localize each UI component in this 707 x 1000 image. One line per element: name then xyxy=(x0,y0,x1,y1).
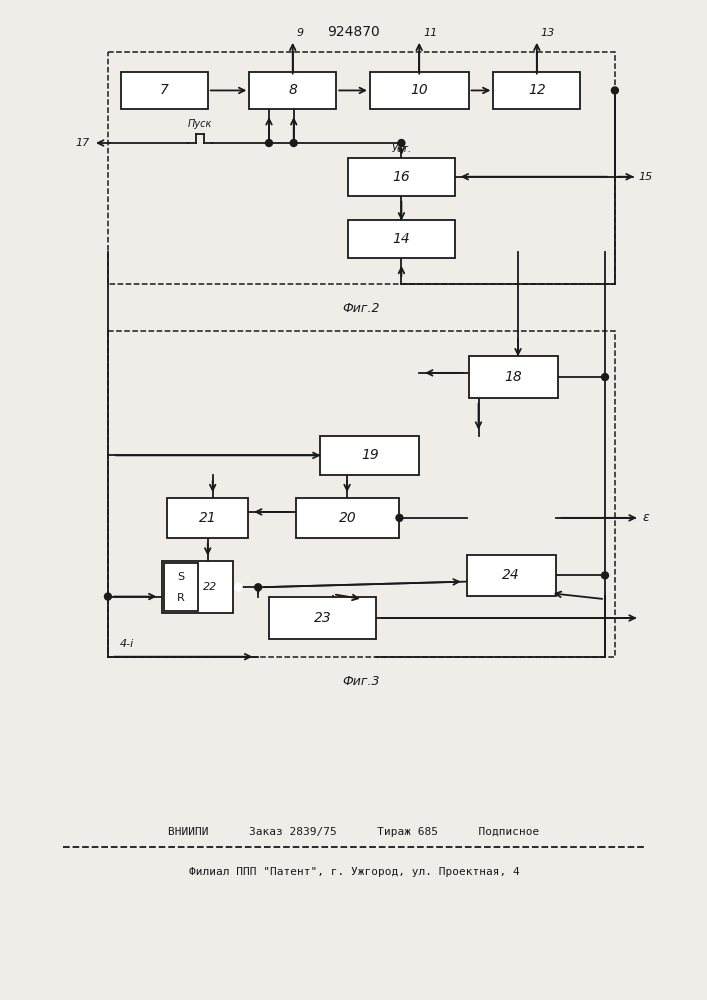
Text: 7: 7 xyxy=(160,83,169,97)
Circle shape xyxy=(612,87,619,94)
Text: Пуск: Пуск xyxy=(187,119,212,129)
Bar xyxy=(108,331,615,657)
Text: Уст.: Уст. xyxy=(392,144,411,154)
Bar xyxy=(163,561,233,613)
Text: Фиг.3: Фиг.3 xyxy=(343,675,380,688)
Text: 22: 22 xyxy=(203,582,217,592)
Bar xyxy=(108,52,615,284)
Circle shape xyxy=(255,584,262,591)
Text: R: R xyxy=(177,593,185,603)
Text: 10: 10 xyxy=(410,83,428,97)
Bar xyxy=(296,498,399,538)
Text: 23: 23 xyxy=(313,611,332,625)
Circle shape xyxy=(291,140,297,146)
Text: 21: 21 xyxy=(199,511,216,525)
Text: 924870: 924870 xyxy=(327,25,380,39)
Bar xyxy=(320,436,419,475)
Circle shape xyxy=(396,514,403,521)
Text: 4-i: 4-i xyxy=(119,639,134,649)
Bar xyxy=(250,72,337,109)
Text: 16: 16 xyxy=(392,170,410,184)
Bar xyxy=(269,597,375,639)
Text: 18: 18 xyxy=(504,370,522,384)
Bar xyxy=(348,220,455,258)
Text: 15: 15 xyxy=(638,172,653,182)
Text: 24: 24 xyxy=(502,568,520,582)
Circle shape xyxy=(266,140,272,146)
Text: 9: 9 xyxy=(297,28,304,38)
Bar xyxy=(121,72,208,109)
Text: ε: ε xyxy=(643,511,649,524)
Text: Филиал ППП "Патент", г. Ужгород, ул. Проектная, 4: Филиал ППП "Патент", г. Ужгород, ул. Про… xyxy=(189,867,520,877)
Circle shape xyxy=(235,584,242,591)
Text: ВНИИПИ      Заказ 2839/75      Тираж 685      Подписное: ВНИИПИ Заказ 2839/75 Тираж 685 Подписное xyxy=(168,827,539,837)
Bar xyxy=(493,72,580,109)
Bar xyxy=(467,555,556,596)
Text: 17: 17 xyxy=(76,138,90,148)
Circle shape xyxy=(602,572,609,579)
Text: 12: 12 xyxy=(528,83,546,97)
Text: 20: 20 xyxy=(339,511,356,525)
Text: 19: 19 xyxy=(361,448,379,462)
Text: Фиг.2: Фиг.2 xyxy=(343,302,380,315)
Text: 13: 13 xyxy=(541,28,555,38)
Text: 8: 8 xyxy=(288,83,297,97)
Bar xyxy=(168,498,248,538)
Text: 11: 11 xyxy=(423,28,438,38)
Circle shape xyxy=(398,140,405,146)
Bar xyxy=(370,72,469,109)
Text: 14: 14 xyxy=(392,232,410,246)
Text: S: S xyxy=(177,572,185,582)
Bar xyxy=(469,356,558,398)
Circle shape xyxy=(105,593,112,600)
Circle shape xyxy=(602,374,609,381)
Bar xyxy=(164,563,198,611)
Bar xyxy=(348,158,455,196)
